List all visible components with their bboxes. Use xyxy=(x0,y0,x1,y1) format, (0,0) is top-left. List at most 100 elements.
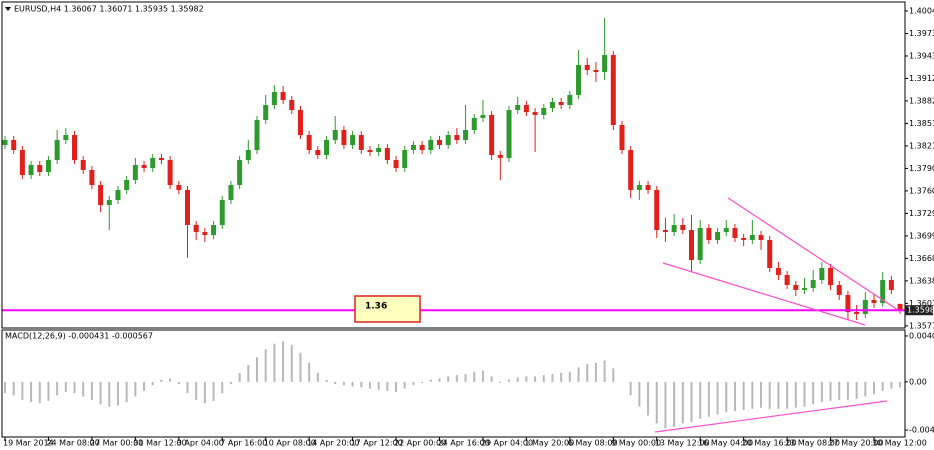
x-tick-label: 27 Mar 00:00 xyxy=(90,439,143,448)
y-tick-label: 1.35770 xyxy=(909,321,934,330)
y-tick-label: 1.36075 xyxy=(909,299,934,308)
candle-body xyxy=(393,160,399,168)
candle-body xyxy=(445,135,451,145)
candle-body xyxy=(167,160,173,186)
candle-body xyxy=(98,185,104,206)
candle-body xyxy=(836,285,842,295)
y-tick-label: 1.38210 xyxy=(909,141,934,150)
candle-body xyxy=(402,149,408,168)
candle-body xyxy=(428,139,434,150)
trend-line xyxy=(662,262,866,326)
candle-body xyxy=(437,139,442,145)
candle-body xyxy=(680,224,686,231)
x-tick-label: 23 May 08:00 xyxy=(785,439,840,448)
candle-body xyxy=(341,130,347,145)
x-tick-label: 13 May 12:00 xyxy=(655,439,710,448)
candle-body xyxy=(576,64,582,95)
candle-body xyxy=(801,287,807,290)
candle-body xyxy=(350,135,356,145)
candle-body xyxy=(662,230,668,232)
candle-body xyxy=(480,114,486,118)
candle-body xyxy=(358,135,364,150)
candle-body xyxy=(410,144,416,150)
macd-frame xyxy=(1,329,906,438)
candle-body xyxy=(280,92,286,100)
y-tick-label: 0.00409 xyxy=(909,331,934,340)
y-tick-label: 1.39430 xyxy=(909,51,934,60)
candle-body xyxy=(749,235,755,240)
candle-body xyxy=(419,144,425,150)
candle-body xyxy=(723,228,729,232)
candle-body xyxy=(184,189,190,225)
x-tick-label: 29 Apr 04:00 xyxy=(481,439,533,448)
candle-body xyxy=(263,105,269,120)
candle-body xyxy=(897,303,903,311)
candle-body xyxy=(619,124,625,150)
trend-line xyxy=(654,400,888,433)
candle-body xyxy=(567,94,573,106)
candle-body xyxy=(689,230,695,261)
candle-body xyxy=(228,185,234,200)
x-tick-label: 10 Apr 08:00 xyxy=(264,439,316,448)
candle-body xyxy=(11,139,17,150)
candle-body xyxy=(306,135,312,150)
candle-body xyxy=(732,228,738,238)
candle-body xyxy=(89,169,95,186)
x-tick-label: 16 May 04:00 xyxy=(698,439,753,448)
x-tick-label: 1 May 20:00 xyxy=(524,439,574,448)
price-label: 1.35982 xyxy=(907,306,934,315)
candle-body xyxy=(463,130,469,140)
candle-body xyxy=(584,64,590,70)
macd-panel xyxy=(4,341,902,428)
x-tick-label: 24 Apr 16:00 xyxy=(438,439,490,448)
y-tick-label: 1.37295 xyxy=(909,209,934,218)
y-tick-label: 1.39735 xyxy=(909,29,934,38)
candle-body xyxy=(297,110,303,136)
candle-body xyxy=(610,55,616,125)
candle-body xyxy=(784,274,790,286)
price-frame xyxy=(1,1,906,329)
y-tick-label: 1.37600 xyxy=(909,186,934,195)
candle-body xyxy=(72,135,78,161)
candle-body xyxy=(515,105,521,111)
candle-body xyxy=(471,117,477,131)
x-tick-label: 30 May 12:00 xyxy=(872,439,927,448)
price-label-box xyxy=(905,305,933,316)
y-tick-label: 1.38820 xyxy=(909,96,934,105)
x-tick-label: 9 May 00:00 xyxy=(611,439,661,448)
candle-body xyxy=(558,101,564,106)
candle-body xyxy=(541,107,547,115)
candle-body xyxy=(219,199,225,225)
candle-body xyxy=(141,164,147,168)
annotation-text: 1.36 xyxy=(365,302,387,312)
candle-body xyxy=(871,299,877,304)
candle-body xyxy=(376,148,382,152)
candle-body xyxy=(211,224,217,236)
y-tick-label: 0.00 xyxy=(909,377,927,386)
candle-body xyxy=(810,279,816,288)
candle-body xyxy=(367,149,373,152)
candle-body xyxy=(628,149,634,190)
candle-body xyxy=(37,164,43,172)
candle-body xyxy=(132,164,138,181)
x-tick-label: 6 May 08:00 xyxy=(568,439,618,448)
candle-body xyxy=(758,235,764,240)
candle-body xyxy=(254,119,260,150)
menu-triangle[interactable] xyxy=(5,7,11,11)
x-tick-label: 14 Apr 20:00 xyxy=(307,439,359,448)
candle-body xyxy=(497,155,503,158)
candle-body xyxy=(506,110,512,158)
candle-body xyxy=(532,112,538,115)
y-tick-label: 1.36685 xyxy=(909,254,934,263)
candle-body xyxy=(106,199,112,206)
annotation-box[interactable] xyxy=(354,295,421,323)
candle-body xyxy=(741,237,747,240)
candle-body xyxy=(880,279,886,304)
y-tick-label: 1.40040 xyxy=(909,6,934,15)
candle-body xyxy=(454,135,460,140)
candle-body xyxy=(845,294,851,312)
candle-body xyxy=(19,149,25,175)
y-tick-label: 1.39125 xyxy=(909,74,934,83)
x-tick-label: 3 Apr 04:00 xyxy=(177,439,224,448)
